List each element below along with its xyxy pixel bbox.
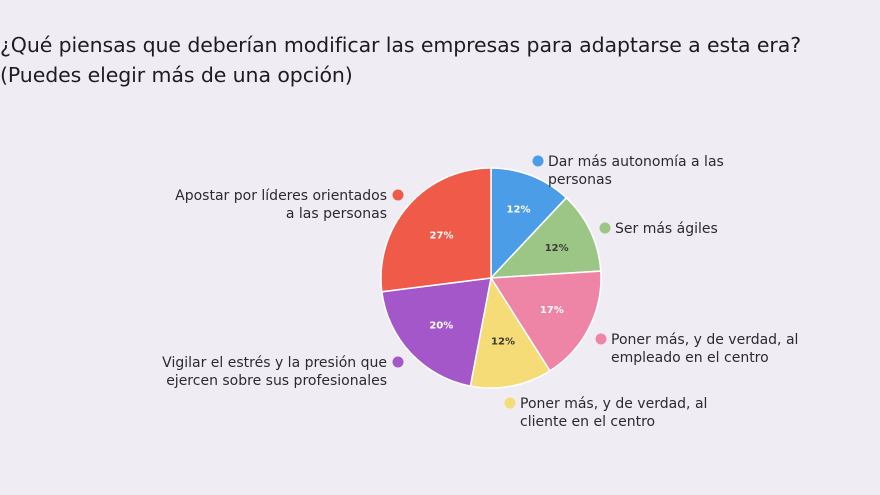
slice-percent-label: 12%	[507, 205, 531, 216]
slice-label-2: Ser más ágiles	[615, 221, 718, 237]
slice-label-4: Poner más, y de verdad, al cliente en el …	[520, 396, 707, 430]
legend-dot-1	[532, 155, 544, 167]
legend-dot-3	[595, 333, 607, 345]
slice-label-5: Vigilar el estrés y la presión que ejerce…	[162, 355, 387, 389]
legend-dot-5	[392, 356, 404, 368]
pie-slice-3	[489, 270, 602, 372]
slice-percent-label: 20%	[429, 321, 453, 332]
legend-dot-4	[504, 397, 516, 409]
slice-percent-label: 12%	[545, 243, 569, 254]
legend-dot-2	[599, 222, 611, 234]
legend-dot-6	[392, 189, 404, 201]
pie-slice-6	[380, 167, 492, 293]
slice-label-6: Apostar por líderes orientados a las pers…	[175, 188, 387, 222]
pie-slice-4	[469, 275, 551, 389]
pie-slice-1	[490, 167, 568, 280]
title-line-1: ¿Qué piensas que deberían modificar las …	[0, 33, 801, 57]
title-line-2: (Puedes elegir más de una opción)	[0, 63, 353, 87]
slice-label-1: Dar más autonomía a las personas	[548, 154, 724, 188]
slice-percent-label: 17%	[540, 305, 564, 316]
slice-percent-label: 27%	[430, 230, 454, 241]
pie-slice-5	[381, 277, 492, 387]
slice-percent-label: 12%	[491, 337, 515, 348]
pie-slice-2	[489, 196, 602, 279]
chart-title: ¿Qué piensas que deberían modificar las …	[0, 30, 880, 90]
slice-label-3: Poner más, y de verdad, al empleado en el…	[611, 332, 798, 366]
